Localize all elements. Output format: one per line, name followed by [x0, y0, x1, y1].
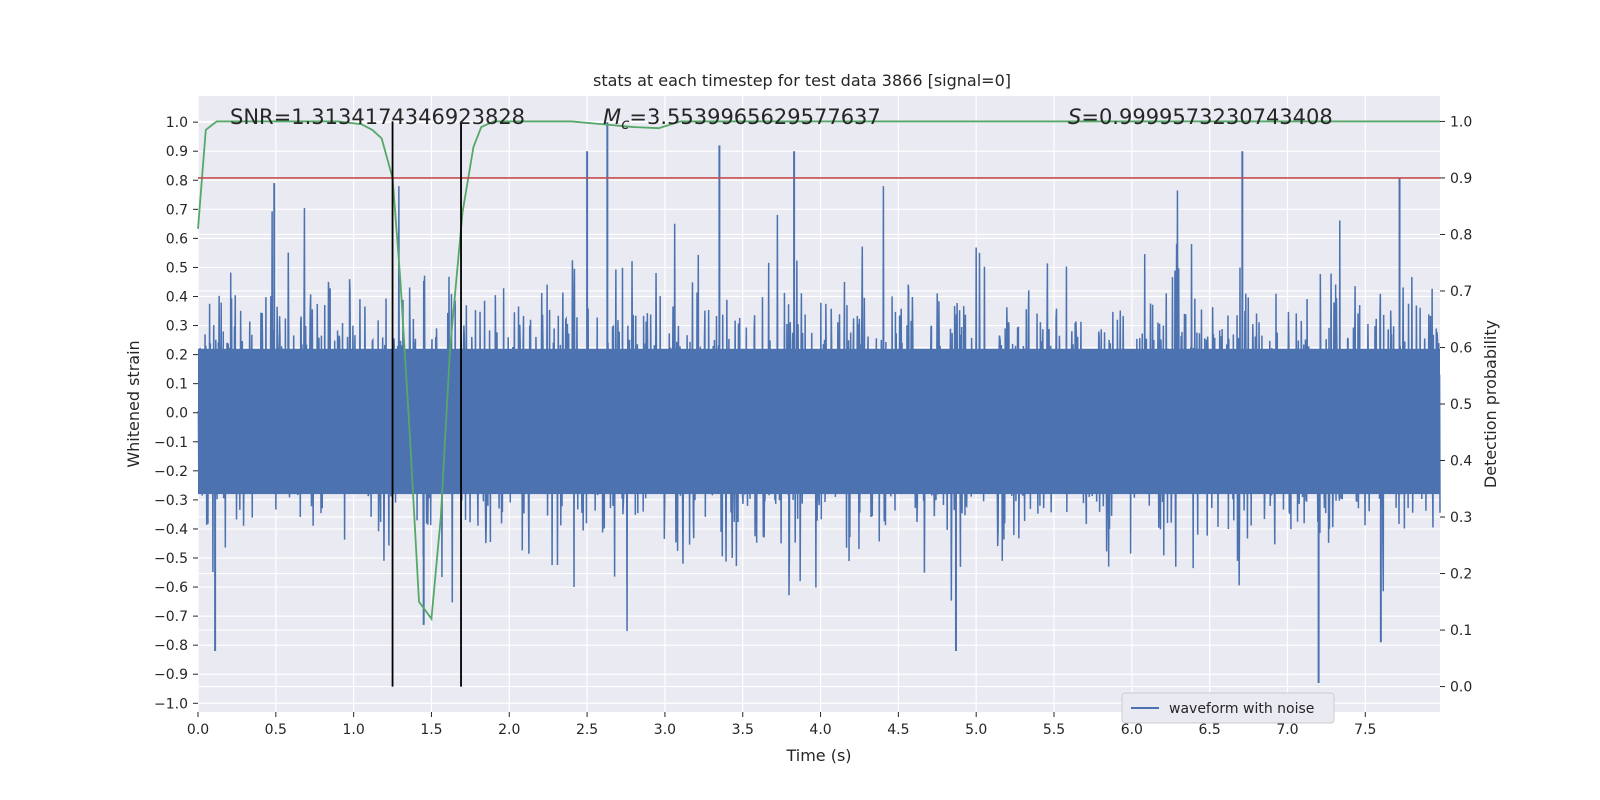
y2-tick-label: 0.9 [1450, 171, 1472, 187]
legend-entry: waveform with noise [1169, 701, 1314, 717]
y2-tick-label: 0.1 [1450, 623, 1472, 639]
mc-subscript: c [621, 115, 630, 133]
y2-axis-label: Detection probability [1481, 320, 1500, 488]
probability-line [197, 120, 1440, 622]
y2-axis-ticks: 1.0 0.9 0.8 0.7 0.6 0.5 0.4 0.3 0.2 0.1 0.0 [1440, 114, 1472, 696]
x-tick-label: 7.5 [1354, 722, 1376, 738]
y-axis-ticks: 1.0 0.9 0.8 0.7 0.6 0.5 0.4 0.3 0.2 0.1 0.0 −0.1 −0.… [154, 115, 198, 712]
x-axis-label: Time (s) [785, 746, 851, 765]
y2-tick-label: 1.0 [1450, 114, 1472, 130]
y2-tick-label: 0.8 [1450, 227, 1472, 243]
vertical-markers [391, 121, 462, 687]
x-tick-label: 5.0 [965, 722, 987, 738]
y2-tick-label: 0.3 [1450, 510, 1472, 526]
y-tick-label: −0.1 [154, 435, 188, 451]
y-tick-label: 0.6 [166, 231, 188, 247]
y-tick-label: −0.2 [154, 464, 188, 480]
y-tick-label: 1.0 [166, 115, 188, 131]
y2-tick-label: 0.0 [1450, 680, 1472, 696]
x-tick-label: 5.5 [1043, 722, 1065, 738]
x-tick-label: 0.0 [187, 722, 209, 738]
y-tick-label: −0.9 [154, 667, 188, 683]
x-tick-label: 6.5 [1199, 722, 1221, 738]
x-tick-label: 6.0 [1121, 722, 1143, 738]
probability-series [197, 120, 1440, 622]
x-tick-label: 3.0 [654, 722, 676, 738]
y2-tick-label: 0.2 [1450, 567, 1472, 583]
y-tick-label: 0.3 [166, 319, 188, 335]
s-value: =0.9999573230743408 [1081, 105, 1332, 129]
y-tick-label: −0.5 [154, 551, 188, 567]
y-tick-label: −0.6 [154, 580, 188, 596]
mc-value: =3.5539965629577637 [629, 105, 880, 129]
legend: waveform with noise [1121, 692, 1335, 724]
s-annotation: S=0.9999573230743408 [1068, 105, 1333, 129]
waveform-band [198, 348, 1440, 495]
x-tick-label: 2.0 [498, 722, 520, 738]
legend-box [1121, 692, 1335, 724]
y-tick-label: 0.1 [166, 377, 188, 393]
y-tick-label: −0.4 [154, 522, 188, 538]
x-tick-label: 2.5 [576, 722, 598, 738]
snr-annotation: SNR=1.3134174346923828 [230, 105, 525, 129]
x-tick-label: 7.0 [1276, 722, 1298, 738]
y-tick-label: −0.7 [154, 609, 188, 625]
y-tick-label: 0.7 [166, 202, 188, 218]
chart-title: stats at each timestep for test data 386… [593, 71, 1011, 90]
y-tick-label: −0.8 [154, 638, 188, 654]
waveform-series [197, 122, 1441, 683]
x-tick-label: 3.5 [732, 722, 754, 738]
chirp-mass-annotation: Mc=3.5539965629577637 [603, 105, 881, 133]
y2-tick-label: 0.4 [1450, 454, 1472, 470]
y-tick-label: −0.3 [154, 493, 188, 509]
mc-symbol: M [603, 105, 621, 129]
x-tick-label: 1.0 [343, 722, 365, 738]
x-tick-label: 1.5 [420, 722, 442, 738]
y-tick-label: −1.0 [154, 696, 188, 712]
x-tick-label: 4.0 [809, 722, 831, 738]
y-tick-label: 0.4 [166, 289, 188, 305]
y2-tick-label: 0.5 [1450, 397, 1472, 413]
s-symbol: S [1068, 105, 1081, 129]
y-tick-label: 0.2 [166, 348, 188, 364]
y-tick-label: 0.8 [166, 173, 188, 189]
y-tick-label: 0.0 [166, 406, 188, 422]
x-tick-label: 4.5 [887, 722, 909, 738]
x-tick-label: 0.5 [265, 722, 287, 738]
y-axis-label: Whitened strain [124, 340, 143, 467]
y2-tick-label: 0.6 [1450, 340, 1472, 356]
y2-tick-label: 0.7 [1450, 284, 1472, 300]
y-tick-label: 0.5 [166, 260, 188, 276]
y-tick-label: 0.9 [166, 144, 188, 160]
